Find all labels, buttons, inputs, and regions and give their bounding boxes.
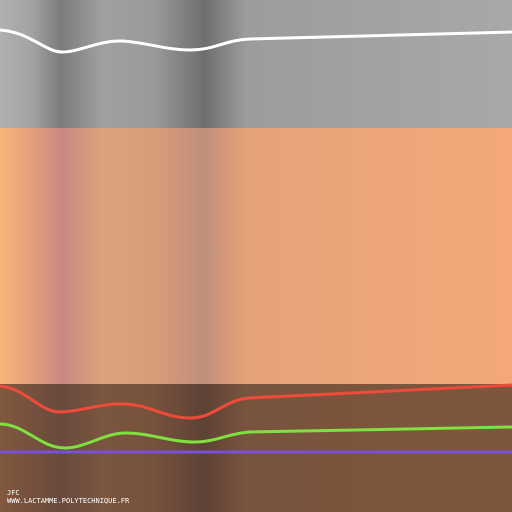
green-curve	[0, 422, 512, 450]
brown-band	[0, 384, 512, 512]
white-curve	[0, 28, 512, 54]
red-curve	[0, 383, 512, 420]
orange-band	[0, 128, 512, 384]
gray-band	[0, 0, 512, 128]
credit-author: JFC	[7, 489, 20, 497]
credit-url: WWW.LACTAMME.POLYTECHNIQUE.FR	[7, 497, 130, 505]
